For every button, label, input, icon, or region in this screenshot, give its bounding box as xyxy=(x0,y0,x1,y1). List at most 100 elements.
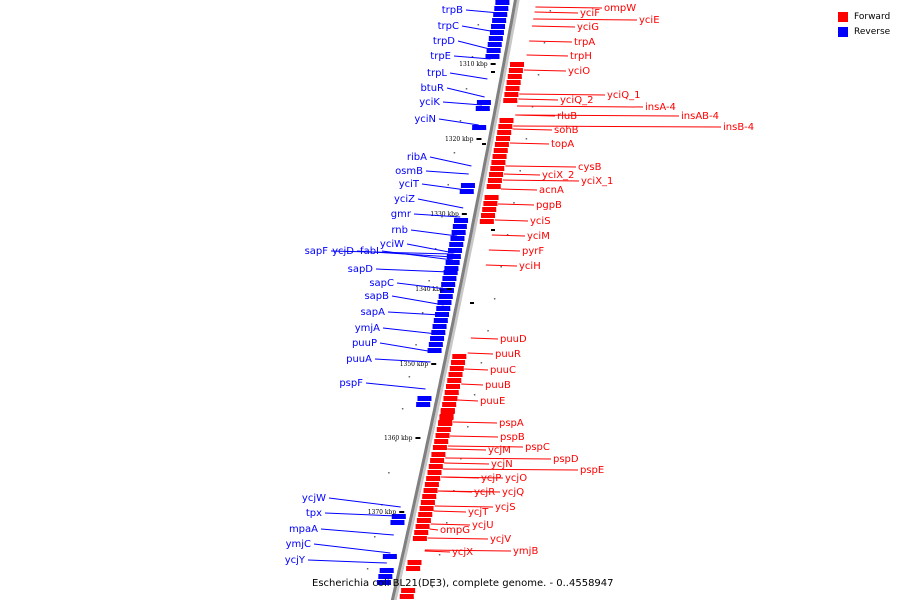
forward-gene-feature[interactable] xyxy=(445,384,460,389)
reverse-gene-feature[interactable] xyxy=(428,342,443,347)
reverse-gene-label-yciW[interactable]: yciW xyxy=(380,239,404,250)
reverse-gene-feature[interactable] xyxy=(487,42,502,47)
forward-gene-feature[interactable] xyxy=(505,86,520,91)
forward-gene-feature[interactable] xyxy=(407,560,422,565)
forward-gene-feature[interactable] xyxy=(415,524,430,529)
forward-gene-feature[interactable] xyxy=(452,354,467,359)
forward-gene-feature[interactable] xyxy=(443,396,458,401)
reverse-gene-label-trpL[interactable]: trpL xyxy=(427,68,447,79)
reverse-gene-label-fabI[interactable]: fabI xyxy=(360,246,379,257)
forward-gene-label-ycjN[interactable]: ycjN xyxy=(491,459,513,470)
reverse-gene-feature[interactable] xyxy=(489,30,504,35)
reverse-gene-label-mpaA[interactable]: mpaA xyxy=(289,524,318,535)
forward-gene-feature[interactable] xyxy=(424,482,439,487)
reverse-gene-label-yciZ[interactable]: yciZ xyxy=(394,194,415,205)
forward-gene-feature[interactable] xyxy=(423,488,438,493)
reverse-gene-feature[interactable] xyxy=(430,336,445,341)
forward-gene-label-ycjQ[interactable]: ycjQ xyxy=(502,487,524,498)
forward-gene-feature[interactable] xyxy=(504,92,519,97)
reverse-gene-label-trpB[interactable]: trpB xyxy=(442,5,463,16)
reverse-gene-label-yciT[interactable]: yciT xyxy=(399,179,420,190)
reverse-gene-label-tpx[interactable]: tpx xyxy=(306,508,322,519)
reverse-gene-label-pspF[interactable]: pspF xyxy=(339,378,363,389)
forward-gene-feature[interactable] xyxy=(419,506,434,511)
reverse-gene-feature[interactable] xyxy=(460,183,475,188)
forward-gene-label-pgpB[interactable]: pgpB xyxy=(536,200,562,211)
forward-gene-feature[interactable] xyxy=(507,74,522,79)
forward-gene-label-yciQ_1[interactable]: yciQ_1 xyxy=(607,90,640,101)
forward-gene-feature[interactable] xyxy=(412,536,427,541)
forward-gene-feature[interactable] xyxy=(449,366,464,371)
reverse-gene-feature[interactable] xyxy=(454,218,469,223)
forward-gene-label-puuB[interactable]: puuB xyxy=(485,380,511,391)
forward-gene-feature[interactable] xyxy=(401,588,416,593)
forward-gene-label-yciF[interactable]: yciF xyxy=(580,8,600,19)
reverse-gene-feature[interactable] xyxy=(391,514,406,519)
forward-gene-label-ycjR[interactable]: ycjR xyxy=(474,487,495,498)
forward-gene-label-pspD[interactable]: pspD xyxy=(553,454,579,465)
reverse-gene-label-ycjD[interactable]: ycjD xyxy=(332,246,354,257)
forward-gene-label-topA[interactable]: topA xyxy=(551,139,574,150)
reverse-gene-label-sapA[interactable]: sapA xyxy=(360,307,385,318)
forward-gene-label-yciX_1[interactable]: yciX_1 xyxy=(581,176,613,187)
forward-gene-feature[interactable] xyxy=(508,68,523,73)
forward-gene-feature[interactable] xyxy=(447,378,462,383)
reverse-gene-feature[interactable] xyxy=(378,574,393,579)
forward-gene-feature[interactable] xyxy=(497,130,512,135)
forward-gene-feature[interactable] xyxy=(503,98,518,103)
forward-gene-label-puuC[interactable]: puuC xyxy=(490,365,516,376)
forward-gene-label-puuD[interactable]: puuD xyxy=(500,334,527,345)
forward-gene-feature[interactable] xyxy=(435,433,450,438)
forward-gene-feature[interactable] xyxy=(399,594,414,599)
reverse-gene-label-sapD[interactable]: sapD xyxy=(348,264,374,275)
forward-gene-feature[interactable] xyxy=(484,195,499,200)
forward-gene-feature[interactable] xyxy=(490,166,505,171)
forward-gene-feature[interactable] xyxy=(483,201,498,206)
reverse-gene-feature[interactable] xyxy=(435,312,450,317)
forward-gene-label-sohB[interactable]: sohB xyxy=(554,125,579,136)
forward-gene-label-yciH[interactable]: yciH xyxy=(519,261,541,272)
reverse-gene-feature[interactable] xyxy=(476,100,491,105)
forward-gene-feature[interactable] xyxy=(498,124,513,129)
forward-gene-label-insB-4[interactable]: insB-4 xyxy=(723,122,754,133)
forward-gene-label-ycjM[interactable]: ycjM xyxy=(488,445,511,456)
reverse-gene-label-trpD[interactable]: trpD xyxy=(433,36,455,47)
reverse-gene-label-rnb[interactable]: rnb xyxy=(391,225,408,236)
forward-gene-label-pyrF[interactable]: pyrF xyxy=(522,246,544,257)
reverse-gene-label-yciK[interactable]: yciK xyxy=(419,97,440,108)
reverse-gene-label-puuA[interactable]: puuA xyxy=(346,354,372,365)
forward-gene-feature[interactable] xyxy=(438,421,453,426)
forward-gene-label-puuE[interactable]: puuE xyxy=(480,396,505,407)
reverse-gene-feature[interactable] xyxy=(433,318,448,323)
forward-gene-feature[interactable] xyxy=(491,160,506,165)
forward-gene-feature[interactable] xyxy=(444,390,459,395)
reverse-gene-feature[interactable] xyxy=(492,18,507,23)
forward-gene-label-ycjU[interactable]: ycjU xyxy=(472,520,494,531)
reverse-gene-label-sapF[interactable]: sapF xyxy=(305,246,329,257)
reverse-gene-feature[interactable] xyxy=(436,306,451,311)
forward-gene-label-pspC[interactable]: pspC xyxy=(525,442,550,453)
forward-gene-label-ycjX[interactable]: ycjX xyxy=(452,547,473,558)
reverse-gene-feature[interactable] xyxy=(441,282,456,287)
reverse-gene-feature[interactable] xyxy=(445,260,460,265)
reverse-gene-label-osmB[interactable]: osmB xyxy=(395,166,423,177)
forward-gene-label-ymjB[interactable]: ymjB xyxy=(513,546,538,557)
reverse-gene-feature[interactable] xyxy=(495,0,510,5)
reverse-gene-label-ycjW[interactable]: ycjW xyxy=(302,493,326,504)
reverse-gene-feature[interactable] xyxy=(449,242,464,247)
reverse-gene-label-yciN[interactable]: yciN xyxy=(414,114,436,125)
forward-gene-feature[interactable] xyxy=(492,154,507,159)
forward-gene-label-insA-4[interactable]: insA-4 xyxy=(645,102,676,113)
forward-gene-feature[interactable] xyxy=(451,360,466,365)
forward-gene-label-ycjO[interactable]: ycjO xyxy=(505,473,527,484)
forward-gene-label-cysB[interactable]: cysB xyxy=(578,162,602,173)
forward-gene-label-puuR[interactable]: puuR xyxy=(495,349,521,360)
forward-gene-label-trpH[interactable]: trpH xyxy=(570,51,592,62)
forward-gene-feature[interactable] xyxy=(406,566,421,571)
reverse-gene-feature[interactable] xyxy=(485,54,500,59)
reverse-gene-label-sapC[interactable]: sapC xyxy=(369,278,394,289)
reverse-gene-feature[interactable] xyxy=(438,294,453,299)
forward-gene-feature[interactable] xyxy=(482,207,497,212)
reverse-gene-feature[interactable] xyxy=(417,396,432,401)
reverse-gene-feature[interactable] xyxy=(450,236,465,241)
